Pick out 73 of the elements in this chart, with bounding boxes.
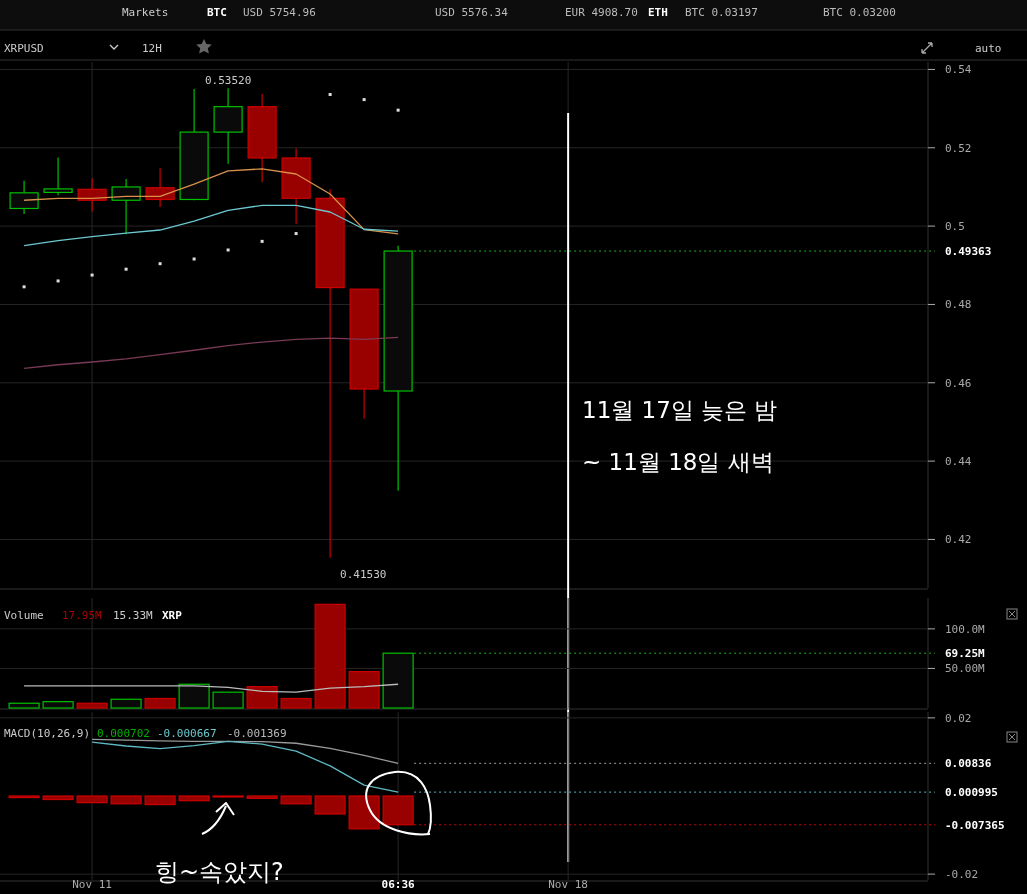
annotation: -0.001369 <box>227 727 287 740</box>
line-series <box>91 740 399 793</box>
text: USD 5576.34 <box>435 6 509 19</box>
y-tick-label: 0.46 <box>945 376 972 390</box>
bar <box>314 603 346 709</box>
point <box>158 262 162 266</box>
y-tick-label: 0.48 <box>945 298 972 312</box>
annotation: 0.000702 <box>97 727 150 740</box>
y-tick-label: 0.52 <box>945 141 972 155</box>
candlestick <box>43 156 73 196</box>
text: BTC <box>207 6 227 19</box>
text: Markets <box>122 6 169 19</box>
bar <box>8 702 40 709</box>
text: EUR 4908.70 <box>565 6 638 19</box>
annotation: 0.53520 <box>204 74 252 88</box>
ref-line-label: -0.007365 <box>945 818 1005 832</box>
bar <box>76 702 108 709</box>
x-tick-label: Nov 11 <box>72 878 112 891</box>
ref-line-label: 0.000995 <box>945 786 998 800</box>
point <box>294 232 298 236</box>
y-tick-label: 0.02 <box>945 711 972 725</box>
ref-line-label: 69.25M <box>945 647 986 661</box>
annotation: 15.33M <box>113 609 154 622</box>
bar <box>42 701 74 709</box>
point <box>328 93 332 97</box>
bar <box>144 697 176 709</box>
ref-line-label: 0.00836 <box>945 757 992 771</box>
annotation: MACD(10,26,9) <box>4 727 91 740</box>
annotation: ~ 11월 18일 새벽 <box>582 449 774 475</box>
point <box>124 267 128 271</box>
line-series <box>23 336 399 369</box>
line-series <box>23 683 399 693</box>
annotation: 17.95M <box>62 609 103 622</box>
line-series <box>91 738 399 764</box>
bar <box>212 691 244 709</box>
annotation: -0.000667 <box>157 727 217 740</box>
annotation: 0.41530 <box>340 567 387 581</box>
point <box>260 239 264 243</box>
y-tick-label: 50.00M <box>945 662 986 676</box>
bar <box>280 697 312 709</box>
bar <box>246 686 278 709</box>
annotation: Volume <box>4 609 44 622</box>
y-tick-label: -0.02 <box>945 868 979 882</box>
annotation: XRP <box>162 609 183 622</box>
point <box>90 273 94 277</box>
point <box>192 257 196 261</box>
annotation: 힝~속았지? <box>155 858 284 886</box>
annotation: 11월 17일 늦은 밤 <box>582 397 778 423</box>
bar <box>178 683 210 709</box>
text: XRPUSD <box>4 42 44 55</box>
x-tick-label: Nov 18 <box>548 878 589 891</box>
text: BTC 0.03200 <box>823 6 896 19</box>
text: ETH <box>648 6 668 19</box>
text: 12H <box>142 42 162 55</box>
point <box>362 98 366 102</box>
bar <box>348 671 380 709</box>
y-tick-label: 0.54 <box>945 63 972 77</box>
y-tick-label: 0.42 <box>945 533 972 547</box>
text: BTC 0.03197 <box>685 6 758 19</box>
y-tick-label: 0.5 <box>945 220 965 234</box>
point <box>56 279 60 283</box>
point <box>226 248 230 252</box>
x-tick-label: 06:36 <box>381 878 416 891</box>
text: USD 5754.96 <box>243 6 316 19</box>
point <box>396 108 400 112</box>
ref-line-label: 0.49363 <box>945 245 992 259</box>
y-tick-label: 0.44 <box>945 455 972 469</box>
bar <box>110 698 142 709</box>
text: auto <box>975 42 1002 55</box>
bar <box>382 652 414 709</box>
line-series <box>23 204 399 247</box>
y-tick-label: 100.0M <box>945 622 986 636</box>
point <box>22 285 26 289</box>
